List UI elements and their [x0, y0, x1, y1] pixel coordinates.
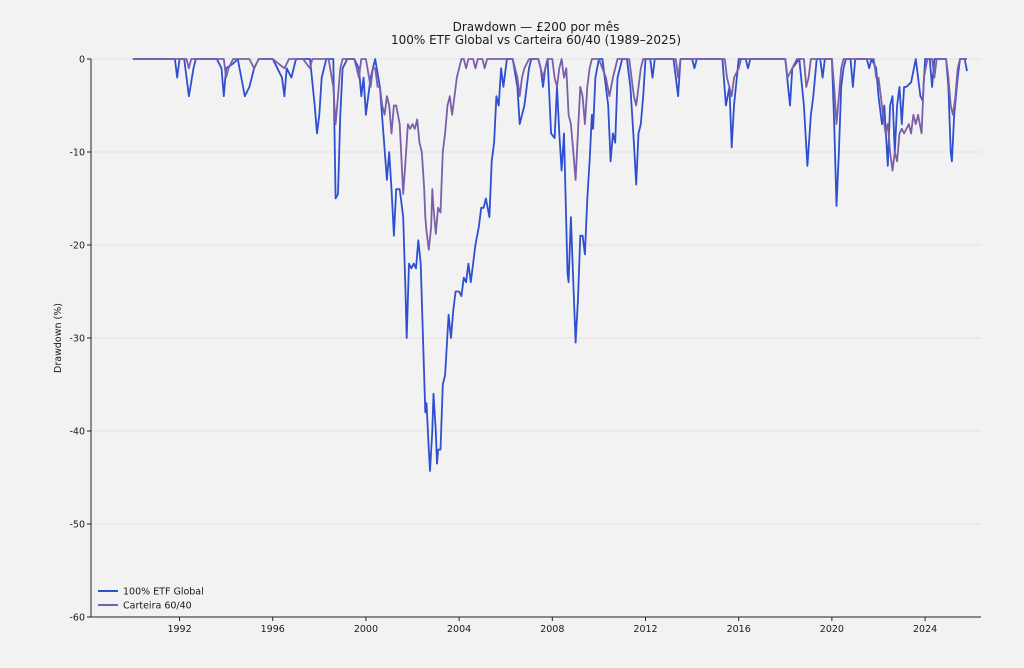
y-tick-label: -30	[69, 334, 85, 345]
y-tick-label: -10	[69, 148, 85, 159]
x-tick-label: 1996	[261, 624, 285, 635]
x-tick-label: 2008	[540, 624, 564, 635]
x-tick-label: 1992	[167, 624, 191, 635]
y-tick-label: -50	[69, 520, 85, 531]
legend-label-etf-global: 100% ETF Global	[123, 587, 204, 598]
grid-lines	[91, 58, 981, 618]
series-line-carteira-60-40	[132, 58, 967, 251]
series-lines	[132, 58, 968, 472]
legend: 100% ETF Global Carteira 60/40	[98, 587, 204, 612]
chart-title: Drawdown — £200 por mês	[453, 20, 620, 34]
y-axis-ticks: 0 -10 -20 -30 -40 -50 -60	[69, 55, 91, 624]
y-tick-label: -40	[69, 427, 85, 438]
x-tick-label: 2020	[820, 624, 844, 635]
x-axis-ticks: 1992 1996 2000 2004 2008 2012 2016 2020 2024	[167, 617, 937, 635]
x-tick-label: 2000	[354, 624, 378, 635]
chart-subtitle: 100% ETF Global vs Carteira 60/40 (1989–…	[391, 33, 681, 47]
legend-label-carteira-60-40: Carteira 60/40	[123, 601, 192, 612]
x-tick-label: 2016	[727, 624, 751, 635]
y-tick-label: -60	[69, 613, 85, 624]
x-tick-label: 2004	[447, 624, 471, 635]
y-tick-label: -20	[69, 241, 85, 252]
series-line-etf-global	[132, 58, 968, 472]
y-tick-label: 0	[79, 55, 85, 66]
x-tick-label: 2012	[633, 624, 657, 635]
x-tick-label: 2024	[913, 624, 937, 635]
y-axis-title: Drawdown (%)	[53, 303, 64, 373]
